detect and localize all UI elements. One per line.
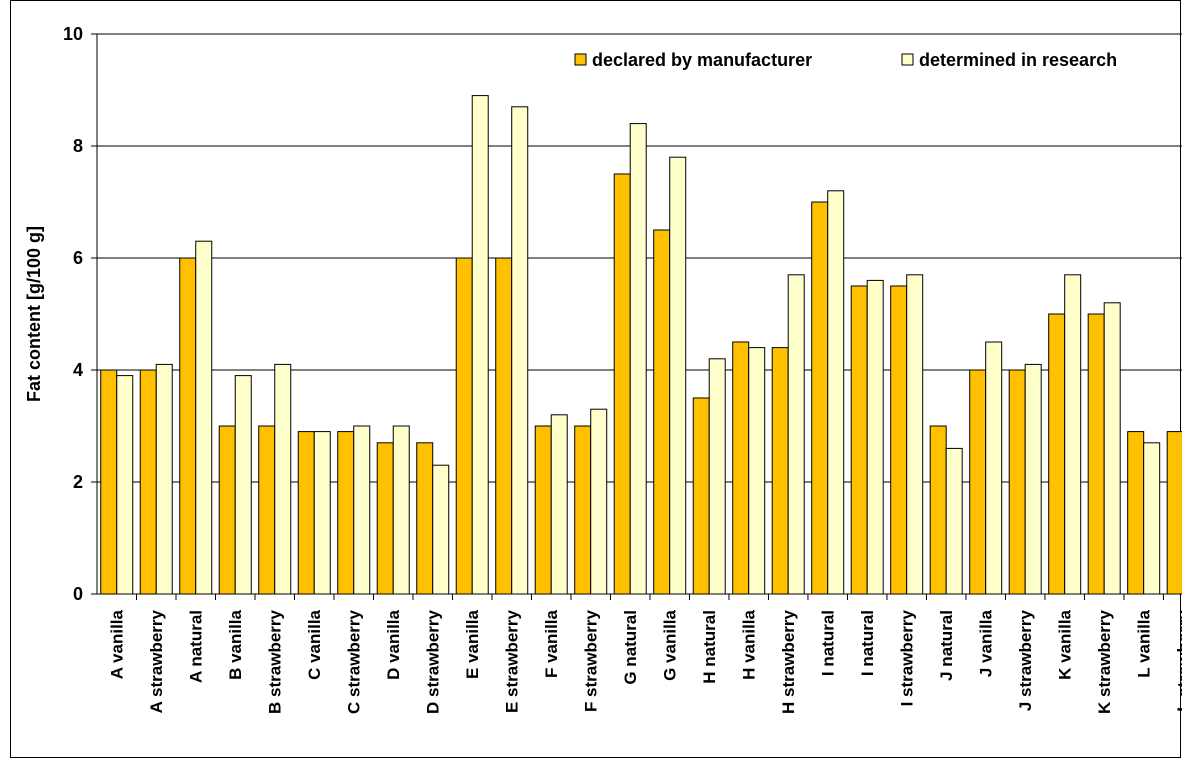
bar-determined [550,414,568,595]
bar-declared [1048,313,1066,595]
bar-declared [890,285,908,595]
x-category-label: A strawberry [147,609,166,713]
bar-determined [827,190,845,595]
y-tick-label: 6 [73,248,83,268]
x-category-label: G vanilla [661,609,680,680]
bar-determined [669,156,687,595]
x-category-label: H vanilla [740,609,759,679]
axes: 0 2 4 6 8 10 A vanilla A strawberry A natural B v… [63,24,1182,714]
y-tick-label: 8 [73,136,83,156]
y-tick-label: 2 [73,472,83,492]
bar-determined [116,375,134,595]
x-category-label: D strawberry [424,609,443,713]
bar-declared [653,229,671,595]
x-category-label: F strawberry [582,609,601,712]
bar-declared [139,369,157,595]
bar-declared [1087,313,1105,595]
x-category-label: L strawberry [1174,609,1182,711]
bar-determined [590,408,608,595]
bar-declared [1127,431,1145,595]
bar-determined [906,274,924,595]
bar-determined [155,363,173,595]
x-category-label: I natural [858,610,877,676]
bar-declared [455,257,473,595]
bar-declared [258,425,276,595]
legend-swatch [901,53,914,66]
bar-declared [811,201,829,595]
bar-determined [234,375,252,595]
x-category-label: F vanilla [542,609,561,678]
legend-swatch [574,53,587,66]
y-tick-label: 10 [63,24,83,44]
bar-declared [297,431,315,595]
x-category-label: D vanilla [384,609,403,679]
x-category-label: B vanilla [226,609,245,679]
x-category-label: I natural [819,610,838,676]
bar-determined [1064,274,1082,595]
bar-determined [708,358,726,595]
legend: declared by manufacturer determined in re… [574,50,1117,70]
x-category-label: J vanilla [977,609,996,677]
bar-determined [353,425,371,595]
bar-declared [376,442,394,595]
bar-determined [511,106,529,595]
x-category-label: E vanilla [463,609,482,679]
x-category-label: H strawberry [779,609,798,713]
x-category-label: J strawberry [1016,609,1035,711]
bar-declared [416,442,434,595]
bar-declared [1008,369,1026,595]
bar-declared [218,425,236,595]
x-category-label: J natural [937,610,956,681]
x-category-label: K strawberry [1095,609,1114,713]
bar-declared [534,425,552,595]
bar-declared [1166,431,1182,595]
x-category-label: B strawberry [266,609,285,713]
bar-determined [945,447,963,595]
bar-declared [574,425,592,595]
bar-declared [613,173,631,595]
bar-determined [432,464,450,595]
bar-determined [787,274,805,595]
bar-declared [850,285,868,595]
bar-declared [495,257,513,595]
y-tick-label: 4 [73,360,83,380]
bar-declared [100,369,118,595]
bar-determined [629,123,647,595]
bar-declared [692,397,710,595]
x-category-label: A natural [187,610,206,683]
bar-determined [1024,363,1042,595]
x-category-label: L vanilla [1135,609,1154,677]
bar-determined [195,240,213,595]
y-tick-label: 0 [73,584,83,604]
bar-determined [274,363,292,595]
bar-determined [1143,442,1161,595]
bar-declared [771,347,789,595]
bar-determined [313,431,331,595]
bar-determined [392,425,410,595]
x-category-label: C strawberry [345,609,364,713]
bar-determined [1103,302,1121,595]
bar-determined [748,347,766,595]
x-category-label: I strawberry [898,609,917,706]
y-axis-title: Fat content [g/100 g] [24,226,44,402]
bar-determined [866,279,884,595]
legend-label: declared by manufacturer [592,50,812,70]
bar-determined [985,341,1003,595]
bar-declared [337,431,355,595]
x-category-label: K vanilla [1056,609,1075,679]
x-category-label: E strawberry [503,609,522,713]
x-category-label: H natural [700,610,719,684]
bar-declared [179,257,197,595]
bar-determined [471,95,489,595]
x-category-label: A vanilla [108,609,127,679]
legend-label: determined in research [919,50,1117,70]
bar-declared [732,341,750,595]
bar-declared [969,369,987,595]
x-category-label: C vanilla [305,609,324,679]
x-category-label: G natural [621,610,640,685]
bar-declared [929,425,947,595]
bars [100,95,1182,595]
